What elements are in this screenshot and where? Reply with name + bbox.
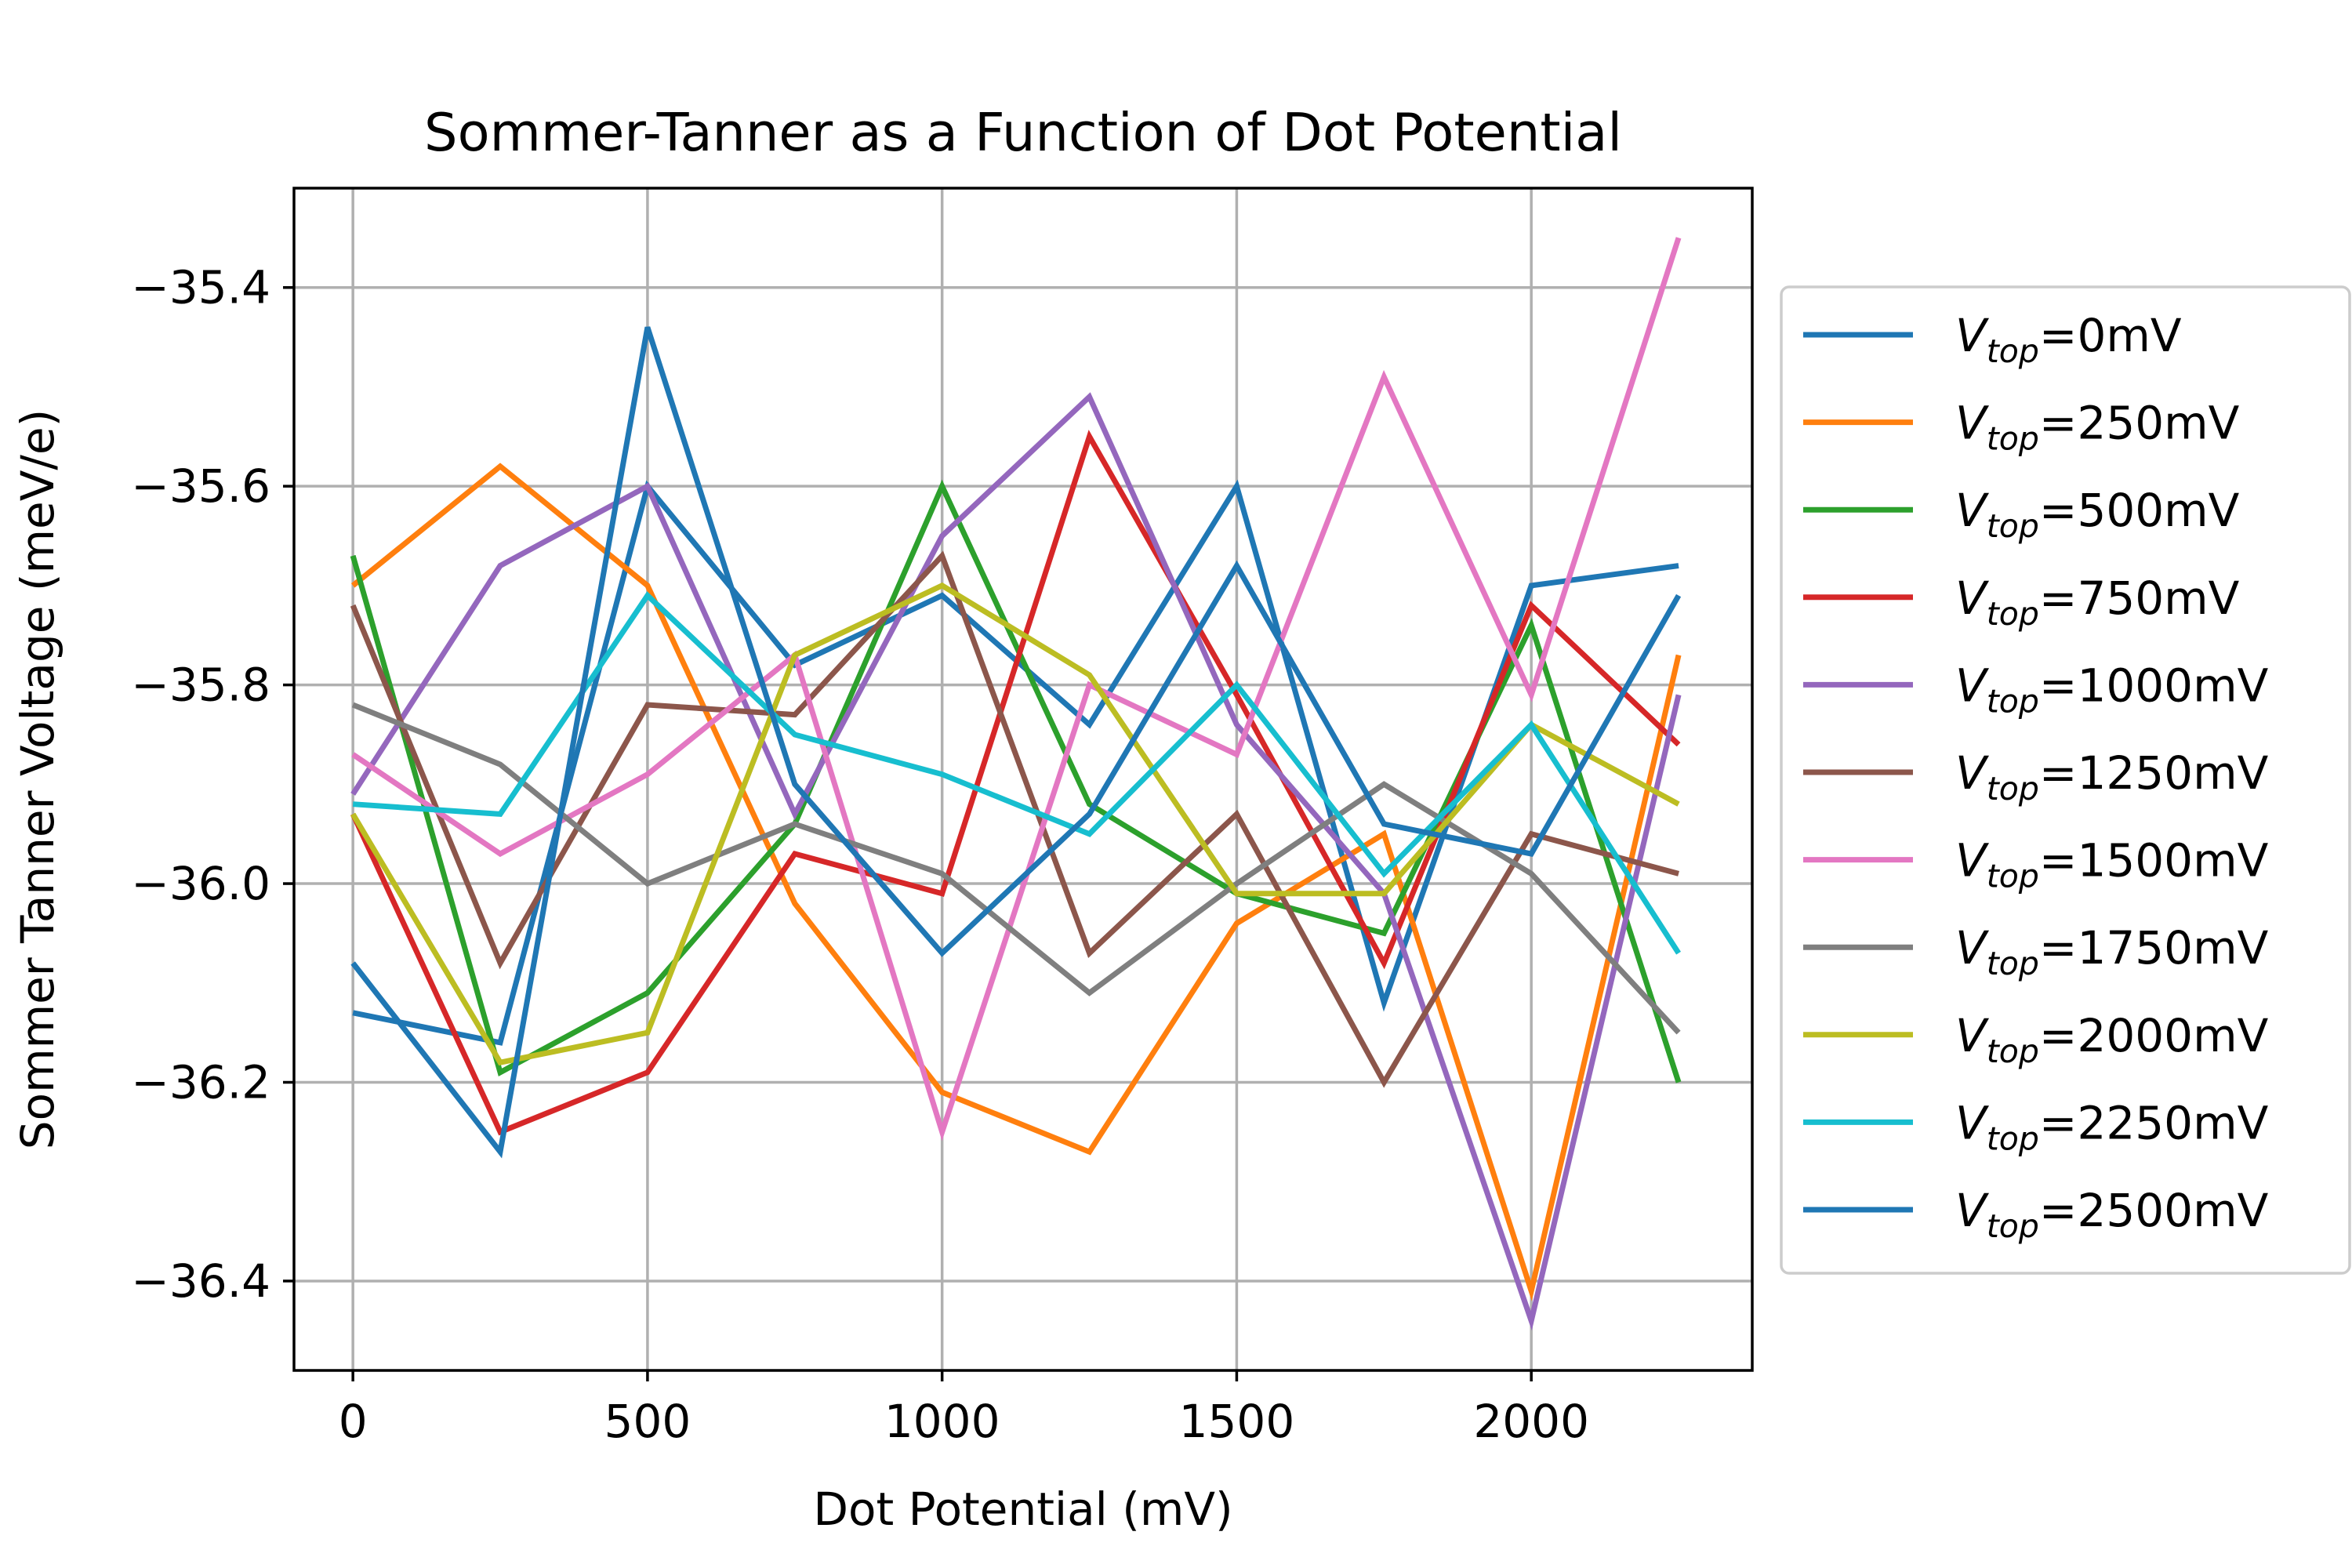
legend-label: Vtop=2000mV [1955, 1009, 2269, 1070]
series-line-8 [350, 582, 1680, 1066]
legend-label: Vtop=1500mV [1955, 834, 2269, 895]
series-line-5 [350, 550, 1679, 1088]
x-tick-label: 500 [604, 1395, 691, 1448]
chart-title: Sommer-Tanner as a Function of Dot Poten… [424, 102, 1622, 163]
legend-label: Vtop=250mV [1955, 397, 2240, 458]
plot-lines [350, 237, 1682, 1331]
y-tick-label: −35.8 [131, 659, 270, 712]
x-tick-label: 0 [339, 1395, 368, 1448]
series-line-0 [352, 479, 1679, 1046]
y-tick-label: −36.4 [131, 1254, 270, 1308]
legend: Vtop=0mV Vtop=250mV Vtop=500mV Vtop=750mV Vt… [1780, 285, 2351, 1275]
series-line-3 [350, 430, 1681, 1136]
legend-label: Vtop=1000mV [1955, 659, 2269, 720]
axis-ticks: 0 500 1000 1500 2000 −36.4 −36.2 −36.0 −35.8 −35.… [131, 261, 1589, 1448]
y-tick-label: −36.0 [131, 857, 270, 910]
x-axis-label: Dot Potential (mV) [813, 1483, 1232, 1536]
series-line-6 [351, 237, 1682, 1142]
legend-label: Vtop=1250mV [1955, 746, 2269, 808]
x-tick-label: 1500 [1179, 1395, 1295, 1448]
x-tick-label: 2000 [1473, 1395, 1589, 1448]
legend-label: Vtop=0mV [1955, 309, 2182, 370]
legend-label: Vtop=500mV [1955, 484, 2240, 545]
legend-label: Vtop=2500mV [1955, 1184, 2269, 1245]
legend-label: Vtop=1750mV [1955, 921, 2269, 982]
plot-frame [292, 187, 1754, 1372]
grid [294, 188, 1752, 1370]
y-tick-label: −35.4 [131, 261, 270, 314]
x-tick-label: 1000 [884, 1395, 1000, 1448]
legend-label: Vtop=2250mV [1955, 1096, 2269, 1157]
series-line-10 [350, 326, 1682, 1159]
y-axis-label: Sommer Tanner Voltage (meV/e) [11, 409, 64, 1149]
series-line-9 [352, 591, 1682, 955]
series-line-4 [350, 392, 1682, 1331]
legend-box [1780, 285, 2351, 1275]
legend-label: Vtop=750mV [1955, 572, 2240, 633]
y-tick-label: −36.2 [131, 1056, 270, 1109]
series-line-7 [351, 702, 1681, 1035]
y-tick-label: −35.6 [131, 459, 270, 513]
